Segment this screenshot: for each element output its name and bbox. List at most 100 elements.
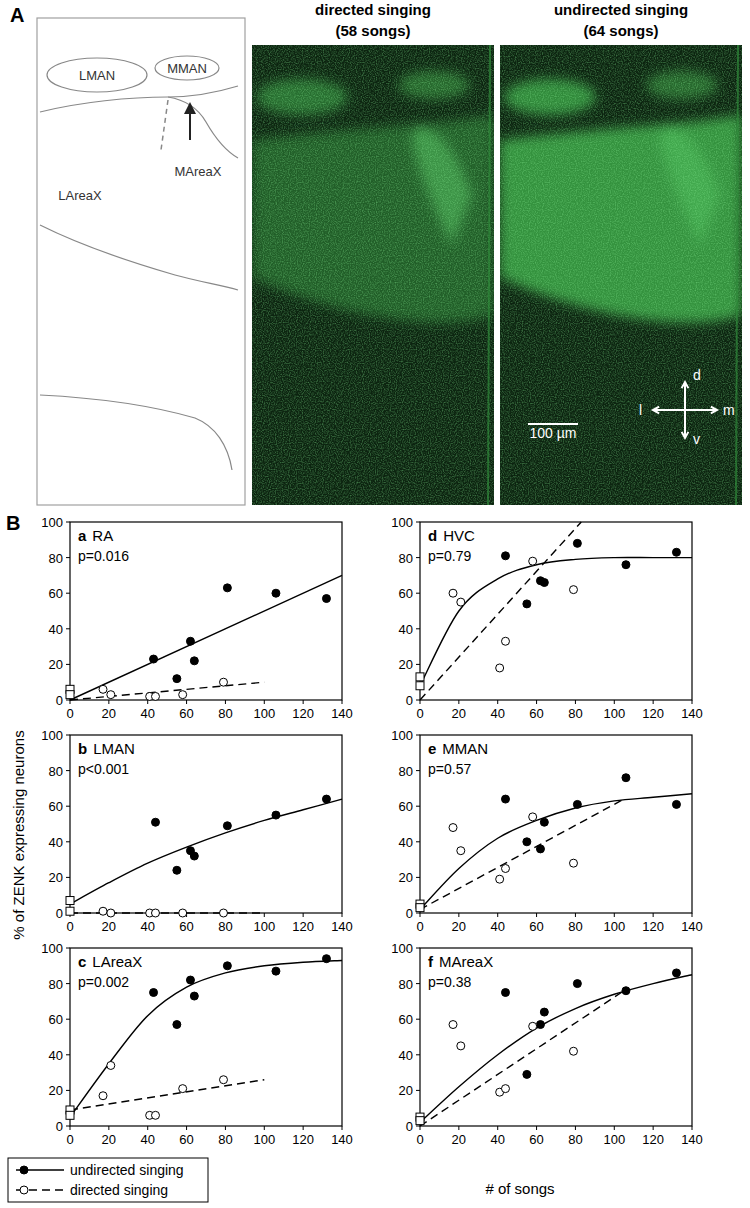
- y-tick-label: 60: [49, 1012, 63, 1027]
- chart-region: HVC: [443, 527, 475, 544]
- compass-head: [682, 432, 689, 438]
- plot-data: [416, 522, 692, 700]
- x-tick-label: 140: [681, 919, 703, 934]
- y-tick: [66, 948, 70, 949]
- y-tick-label: 100: [391, 728, 413, 743]
- x-tick: [264, 1126, 265, 1130]
- y-tick-label: 100: [391, 941, 413, 956]
- open-marker: [496, 664, 504, 672]
- x-tick: [303, 700, 304, 704]
- x-tick-label: 40: [140, 919, 154, 934]
- x-tick: [108, 1126, 109, 1130]
- open-marker: [107, 909, 115, 917]
- open-marker: [219, 909, 227, 917]
- y-tick: [66, 770, 70, 771]
- chart-letter: d: [428, 527, 437, 544]
- y-tick-label: 0: [56, 906, 63, 921]
- filled-marker: [501, 795, 509, 803]
- filled-marker: [190, 852, 198, 860]
- open-marker: [496, 875, 504, 883]
- chart-region: RA: [92, 527, 113, 544]
- cell-grain: [500, 45, 742, 505]
- x-tick-label: 80: [568, 706, 582, 721]
- y-tick: [416, 948, 420, 949]
- x-tick-label: 20: [102, 1132, 116, 1147]
- x-tick: [458, 913, 459, 917]
- p-value: p=0.002: [78, 974, 129, 990]
- y-tick-label: 20: [399, 870, 413, 885]
- x-tick-label: 60: [529, 919, 543, 934]
- x-tick-label: 100: [603, 919, 625, 934]
- x-tick-label: 40: [490, 919, 504, 934]
- open-marker: [457, 598, 465, 606]
- figure: ALMANMMANLAreaXMAreaXdirected singing(58…: [0, 0, 750, 1208]
- y-tick-label: 40: [399, 835, 413, 850]
- open-marker: [449, 589, 457, 597]
- filled-marker: [223, 584, 231, 592]
- x-tick-label: 80: [218, 706, 232, 721]
- y-tick-label: 80: [49, 551, 63, 566]
- filled-marker: [322, 955, 330, 963]
- x-tick-label: 0: [66, 919, 73, 934]
- x-tick-label: 80: [218, 1132, 232, 1147]
- x-tick: [497, 1126, 498, 1130]
- open-marker: [107, 691, 115, 699]
- y-tick: [416, 841, 420, 842]
- y-tick-label: 0: [56, 693, 63, 708]
- x-tick: [342, 913, 343, 917]
- x-tick-label: 60: [179, 1132, 193, 1147]
- y-tick: [66, 877, 70, 878]
- fit-line-solid: [420, 794, 692, 910]
- x-tick-label: 60: [529, 1132, 543, 1147]
- open-marker: [449, 824, 457, 832]
- plot-data: [66, 955, 342, 1120]
- square-marker: [416, 1117, 424, 1125]
- y-tick-label: 20: [49, 870, 63, 885]
- x-tick: [303, 913, 304, 917]
- scale-bar: [528, 423, 578, 425]
- open-marker: [501, 1085, 509, 1093]
- fit-line-dashed: [420, 522, 581, 700]
- x-tick-label: 140: [681, 706, 703, 721]
- scatter-chart: 020406080100120140020406080100dHVCp=0.79: [391, 515, 703, 721]
- compass-label: d: [693, 367, 701, 383]
- p-value: p=0.79: [428, 548, 471, 564]
- fit-line-solid: [70, 799, 342, 904]
- x-tick-label: 40: [140, 1132, 154, 1147]
- square-marker: [416, 904, 424, 912]
- y-tick: [416, 700, 420, 701]
- x-tick: [497, 913, 498, 917]
- square-marker: [66, 1111, 74, 1119]
- filled-marker: [151, 818, 159, 826]
- y-tick-label: 40: [399, 622, 413, 637]
- y-tick-label: 40: [399, 1048, 413, 1063]
- schematic-frame: [37, 18, 245, 505]
- x-tick: [692, 700, 693, 704]
- compass-label: l: [639, 402, 642, 418]
- y-tick: [66, 628, 70, 629]
- open-marker: [151, 909, 159, 917]
- open-marker: [501, 865, 509, 873]
- y-tick: [66, 664, 70, 665]
- y-tick-label: 60: [399, 1012, 413, 1027]
- y-tick: [416, 913, 420, 914]
- image-content: [500, 45, 742, 505]
- x-tick-label: 20: [452, 919, 466, 934]
- filled-marker: [540, 579, 548, 587]
- chart-title: eMMAN: [428, 740, 488, 757]
- filled-marker: [223, 962, 231, 970]
- open-marker: [529, 813, 537, 821]
- x-tick-label: 20: [102, 706, 116, 721]
- region-label: MAreaX: [175, 164, 222, 179]
- compass-shaft: [685, 409, 717, 411]
- y-tick: [416, 1054, 420, 1055]
- filled-marker: [272, 967, 280, 975]
- open-marker: [151, 692, 159, 700]
- x-tick: [575, 913, 576, 917]
- chart-region: LAreaX: [92, 953, 142, 970]
- image-background: [252, 45, 494, 505]
- filled-marker: [573, 980, 581, 988]
- x-tick: [70, 1126, 71, 1130]
- x-tick-label: 100: [603, 706, 625, 721]
- plot-frame: [420, 522, 692, 700]
